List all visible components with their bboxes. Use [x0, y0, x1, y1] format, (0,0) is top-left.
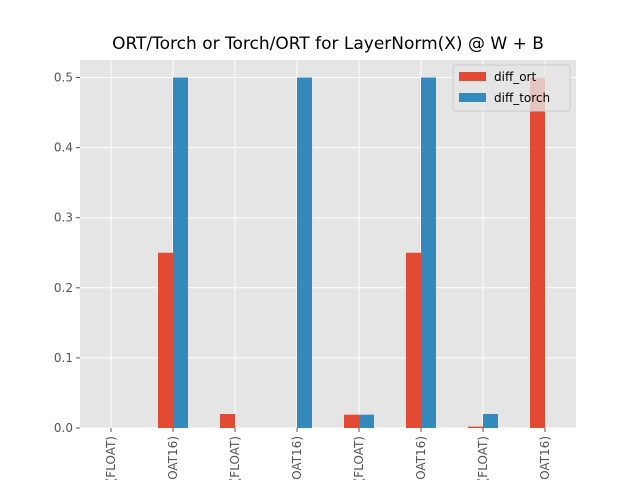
legend-swatch-diff_ort: [459, 72, 486, 81]
bar-diff_ort-4: [344, 414, 359, 428]
legend-label-diff_torch: diff_torch: [494, 91, 550, 105]
bar-diff_ort-6: [468, 426, 483, 428]
y-tick-label: 0.1: [54, 351, 73, 365]
legend: diff_ort diff_torch: [452, 64, 571, 112]
legend-label-diff_ort: diff_ort: [494, 70, 536, 84]
x-tick-label: OAT16): [290, 436, 304, 480]
y-tick-label: 0.0: [54, 421, 73, 435]
bar-diff_torch-3: [297, 77, 312, 429]
bar-diff_torch-5: [421, 77, 436, 429]
y-tick-label: 0.4: [54, 141, 73, 155]
x-axis: (FLOAT) OAT16) (FLOAT) OAT16) (FLOAT) OAT16) (…: [104, 428, 552, 480]
x-tick-label: (FLOAT): [476, 436, 490, 480]
bar-diff_ort-1: [158, 252, 173, 428]
chart-title: ORT/Torch or Torch/ORT for LayerNorm(X) …: [112, 34, 544, 54]
x-tick-label: (FLOAT): [228, 436, 242, 480]
x-tick-label: OAT16): [414, 436, 428, 480]
bar-diff_ort-2: [220, 413, 235, 428]
bar-diff_ort-5: [406, 252, 421, 428]
y-tick-label: 0.2: [54, 281, 73, 295]
y-axis: 0.0 0.1 0.2 0.3 0.4 0.5: [54, 71, 80, 435]
bars: [158, 77, 545, 429]
y-tick-label: 0.5: [54, 71, 73, 85]
plot-area: [80, 60, 576, 428]
legend-swatch-diff_torch: [459, 93, 486, 102]
x-tick-label: (FLOAT): [352, 436, 366, 480]
x-tick-label: (FLOAT): [104, 436, 118, 480]
bar-diff_torch-6: [483, 413, 498, 428]
bar-diff_torch-1: [173, 77, 188, 429]
y-tick-label: 0.3: [54, 211, 73, 225]
x-tick-label: OAT16): [538, 436, 552, 480]
x-tick-label: OAT16): [166, 436, 180, 480]
bar-diff_ort-7: [530, 77, 545, 429]
bar-diff_torch-4: [359, 414, 374, 428]
